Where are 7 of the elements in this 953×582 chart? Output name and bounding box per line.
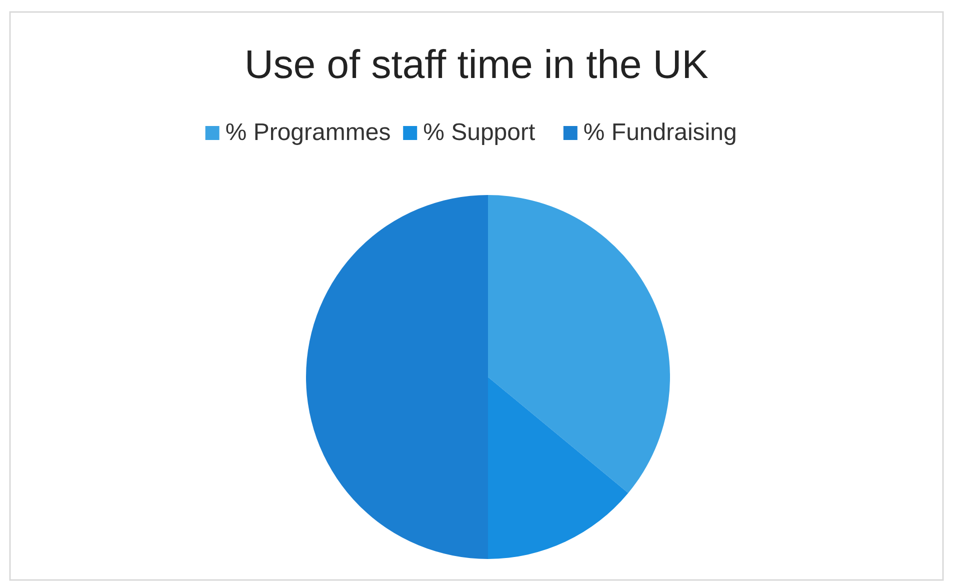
chart-title: Use of staff time in the UK <box>244 43 709 87</box>
pie-slice <box>488 195 670 494</box>
legend-label: % Support <box>423 119 536 146</box>
pie-slice <box>488 377 628 559</box>
legend-label: % Fundraising <box>583 119 737 146</box>
legend-label: % Programmes <box>225 119 391 146</box>
pie-slice <box>306 195 488 559</box>
